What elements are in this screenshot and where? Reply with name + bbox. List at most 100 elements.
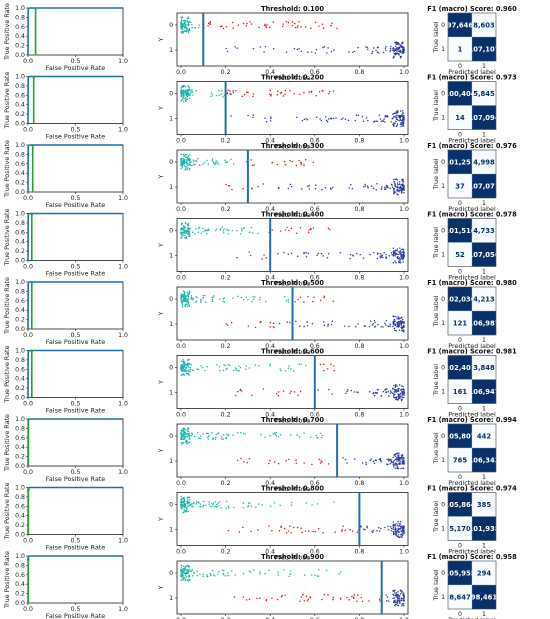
- class-1-point: [403, 391, 405, 393]
- class-1-point: [360, 526, 362, 528]
- class-0-point: [188, 436, 191, 438]
- class-0-point: [188, 501, 191, 504]
- confusion-matrix-cell: [447, 310, 473, 336]
- class-1-point: [353, 50, 356, 53]
- class-1-point: [347, 119, 350, 122]
- class-1-point: [378, 526, 380, 529]
- class-1-point: [399, 528, 401, 530]
- class-0-point: [180, 297, 182, 300]
- confusion-matrix-cell: [471, 355, 497, 380]
- class-1-point: [398, 396, 401, 399]
- class-0-point: [321, 90, 324, 92]
- class-0-point: [222, 300, 224, 303]
- class-1-point: [278, 322, 281, 325]
- class-1-point: [398, 52, 400, 55]
- roc-y-tick-label: 0.6: [15, 24, 25, 31]
- roc-plot-area: [27, 555, 124, 604]
- class-0-point: [212, 438, 214, 441]
- class-0-point: [288, 575, 290, 578]
- roc-y-tick-label: 0.4: [15, 513, 25, 520]
- class-1-point: [256, 597, 258, 600]
- class-1-point: [250, 530, 252, 533]
- confusion-matrix-frame: [447, 218, 497, 267]
- class-1-point: [392, 57, 394, 59]
- class-1-point: [400, 590, 403, 592]
- class-1-point: [400, 599, 403, 602]
- class-0-point: [184, 574, 187, 577]
- class-1-point: [378, 458, 380, 461]
- roc-curve: [27, 75, 123, 124]
- class-1-point: [306, 325, 309, 327]
- class-1-point: [395, 48, 397, 50]
- class-1-point: [396, 523, 398, 525]
- class-1-point: [269, 120, 272, 122]
- class-1-point: [312, 530, 314, 533]
- class-1-point: [399, 602, 401, 605]
- class-0-point: [181, 85, 184, 87]
- class-0-point: [290, 501, 293, 504]
- roc-y-tick-label: 0.6: [15, 366, 25, 373]
- class-1-point: [357, 391, 359, 394]
- class-0-point: [186, 21, 189, 23]
- strip-x-tick-label: 0.6: [310, 617, 320, 619]
- roc-y-tick-label: 1.0: [15, 553, 25, 560]
- strip-x-tick-label: 0.0: [176, 617, 186, 619]
- class-0-point: [230, 570, 233, 573]
- class-1-point: [276, 598, 279, 601]
- class-1-point: [290, 390, 292, 392]
- class-0-point: [227, 89, 229, 91]
- class-1-point: [402, 51, 404, 54]
- class-1-point: [401, 45, 403, 47]
- class-1-point: [296, 48, 299, 51]
- class-1-point: [400, 467, 402, 470]
- class-0-point: [242, 432, 245, 435]
- class-0-point: [291, 21, 294, 23]
- class-0-point: [184, 93, 187, 95]
- confusion-matrix-cell: [471, 447, 497, 473]
- class-0-point: [182, 290, 185, 292]
- cm-x-axis-label: Predicted label: [448, 137, 496, 145]
- class-0-point: [254, 506, 257, 508]
- confusion-matrix-value: 101,938: [469, 525, 500, 533]
- class-0-point: [236, 229, 238, 232]
- confusion-matrix-cell: [447, 81, 473, 106]
- class-0-point: [186, 160, 188, 163]
- class-1-point: [314, 52, 316, 54]
- roc-y-axis-label: True Positive Rate: [3, 208, 11, 266]
- class-1-point: [393, 115, 395, 118]
- class-1-point: [382, 256, 384, 259]
- class-0-point: [189, 438, 191, 440]
- class-1-point: [399, 55, 402, 58]
- class-1-point: [393, 187, 395, 190]
- class-1-point: [380, 254, 383, 257]
- class-0-point: [189, 368, 192, 371]
- class-1-point: [323, 324, 326, 327]
- strip-x-tick-label: 1.0: [399, 617, 409, 619]
- class-0-point: [223, 364, 225, 366]
- class-1-point: [396, 452, 399, 455]
- pred-proba-panel: Threshold: 0.900010.00.20.40.60.81.0Pred…: [157, 553, 409, 619]
- class-0-point: [226, 160, 229, 163]
- class-0-point: [264, 572, 266, 575]
- class-1-point: [378, 114, 381, 116]
- class-0-point: [184, 90, 187, 92]
- roc-y-tick-label: 0.8: [15, 425, 25, 432]
- class-1-point: [394, 523, 396, 526]
- class-0-point: [180, 19, 183, 21]
- class-1-point: [363, 186, 365, 188]
- threshold-title: Threshold: 0.200: [261, 74, 324, 82]
- class-1-point: [332, 117, 335, 120]
- class-1-point: [348, 51, 350, 53]
- roc-y-tick-label: 1.0: [15, 5, 25, 12]
- class-0-point: [235, 369, 238, 371]
- roc-y-tick-label: 0.4: [15, 102, 25, 109]
- class-1-point: [396, 256, 399, 258]
- class-0-point: [227, 572, 229, 574]
- class-1-point: [300, 50, 303, 52]
- confusion-matrix-cell: [447, 149, 473, 175]
- class-0-point: [232, 21, 234, 24]
- class-1-point: [247, 325, 250, 327]
- class-0-point: [182, 89, 185, 91]
- class-1-point: [389, 323, 392, 326]
- class-0-point: [308, 229, 310, 231]
